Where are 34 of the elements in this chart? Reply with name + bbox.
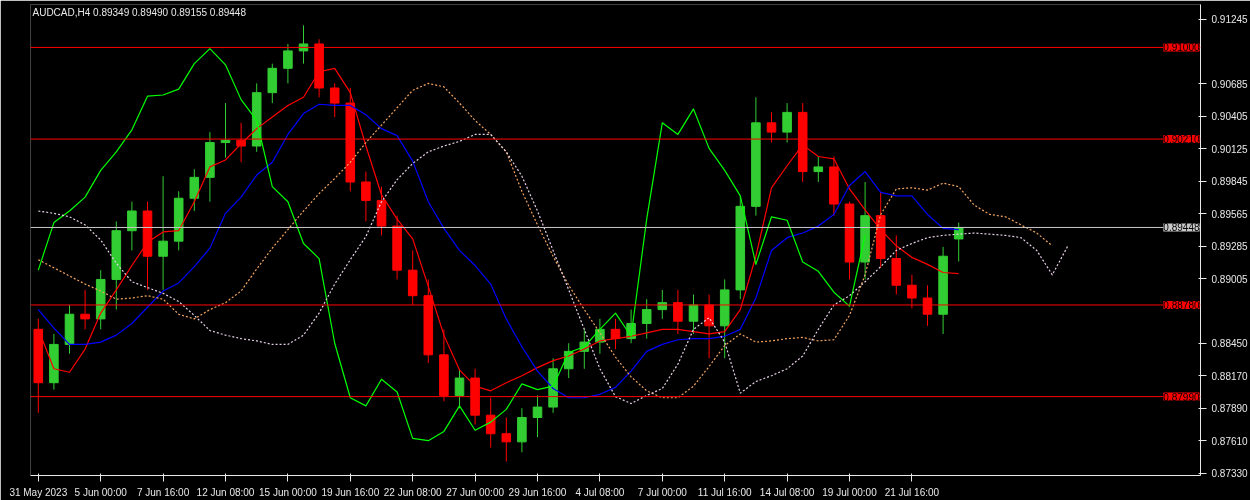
- ref-line-label: 0.87990: [1163, 391, 1200, 403]
- ref-line-label: 0.91000: [1163, 42, 1200, 54]
- x-tick-label: 29 Jun 16:00: [508, 486, 567, 498]
- x-tick-label: 21 Jul 16:00: [884, 486, 940, 498]
- y-tick-label: 0.89565: [1211, 208, 1249, 220]
- y-tick-label: 0.89285: [1211, 241, 1249, 253]
- x-tick-label: 19 Jul 00:00: [822, 486, 878, 498]
- x-tick-label: 12 Jun 08:00: [196, 486, 255, 498]
- y-tick-label: 0.88170: [1211, 370, 1249, 382]
- x-tick-label: 27 Jun 00:00: [446, 486, 505, 498]
- y-tick-label: 0.90405: [1211, 111, 1249, 123]
- x-tick-label: 31 May 2023: [9, 486, 68, 498]
- ref-line-label: 0.88780: [1163, 299, 1200, 311]
- y-tick-label: 0.89005: [1211, 273, 1249, 285]
- x-tick-label: 11 Jul 16:00: [697, 486, 753, 498]
- y-tick-label: 0.89845: [1211, 176, 1249, 188]
- y-tick-label: 0.91245: [1211, 14, 1249, 25]
- y-tick-label: 0.87890: [1211, 403, 1249, 415]
- y-tick-label: 0.87330: [1211, 468, 1249, 480]
- y-tick-label: 0.87610: [1211, 435, 1249, 447]
- y-tick-label: 0.90125: [1211, 143, 1249, 155]
- x-tick-label: 7 Jun 16:00: [136, 486, 190, 498]
- chart-title: AUDCAD,H4 0.89349 0.89490 0.89155 0.89448: [32, 6, 247, 18]
- x-tick-label: 19 Jun 16:00: [321, 486, 380, 498]
- x-tick-label: 5 Jun 00:00: [74, 486, 128, 498]
- x-tick-label: 22 Jun 08:00: [383, 486, 443, 498]
- y-tick-label: 0.90685: [1211, 78, 1249, 90]
- y-tick-label: 0.88450: [1211, 338, 1249, 350]
- x-tick-label: 15 Jun 00:00: [258, 486, 318, 498]
- ref-line-label: 0.89448: [1163, 222, 1200, 234]
- x-tick-label: 7 Jul 00:00: [637, 486, 688, 498]
- x-tick-label: 14 Jul 08:00: [759, 486, 815, 498]
- x-tick-label: 4 Jul 08:00: [575, 486, 625, 498]
- ref-line-label: 0.90210: [1163, 134, 1200, 146]
